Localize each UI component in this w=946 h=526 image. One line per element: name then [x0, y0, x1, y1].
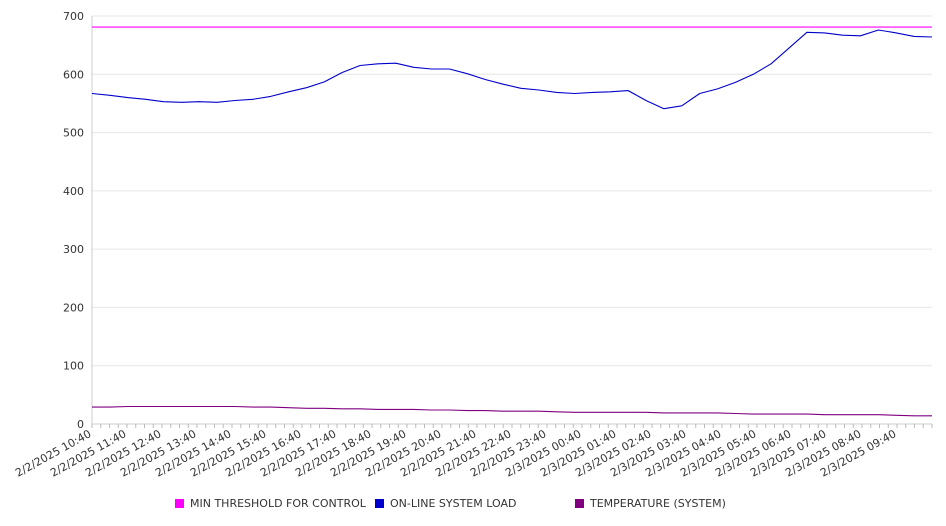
y-tick-label: 500: [63, 127, 84, 140]
series-lines: [91, 26, 933, 417]
legend: MIN THRESHOLD FOR CONTROL ON-LINE SYSTEM…: [0, 497, 946, 517]
series-line-temperature: [92, 405, 932, 417]
x-axis: 2/2/2025 10:402/2/2025 11:402/2/2025 12:…: [13, 423, 933, 480]
legend-item-temperature[interactable]: TEMPERATURE (SYSTEM): [575, 497, 726, 510]
y-axis: 0 100 200 300 400 500 600 700: [63, 10, 93, 431]
legend-swatch-temperature: [575, 499, 584, 508]
legend-swatch-threshold: [175, 499, 184, 508]
y-tick-label: 600: [63, 68, 84, 81]
legend-label-load: ON-LINE SYSTEM LOAD: [390, 497, 517, 510]
y-tick-label: 400: [63, 185, 84, 198]
legend-swatch-load: [375, 499, 384, 508]
y-tick-label: 200: [63, 301, 84, 314]
legend-item-threshold[interactable]: MIN THRESHOLD FOR CONTROL: [175, 497, 366, 510]
y-tick-label: 100: [63, 360, 84, 373]
y-tick-label: 300: [63, 243, 84, 256]
legend-item-load[interactable]: ON-LINE SYSTEM LOAD: [375, 497, 516, 510]
legend-label-threshold: MIN THRESHOLD FOR CONTROL: [190, 497, 366, 510]
legend-label-temperature: TEMPERATURE (SYSTEM): [590, 497, 726, 510]
series-line-load: [91, 29, 933, 110]
y-tick-label: 0: [77, 418, 84, 431]
grid-lines: [92, 15, 932, 425]
y-tick-label: 700: [63, 10, 84, 23]
